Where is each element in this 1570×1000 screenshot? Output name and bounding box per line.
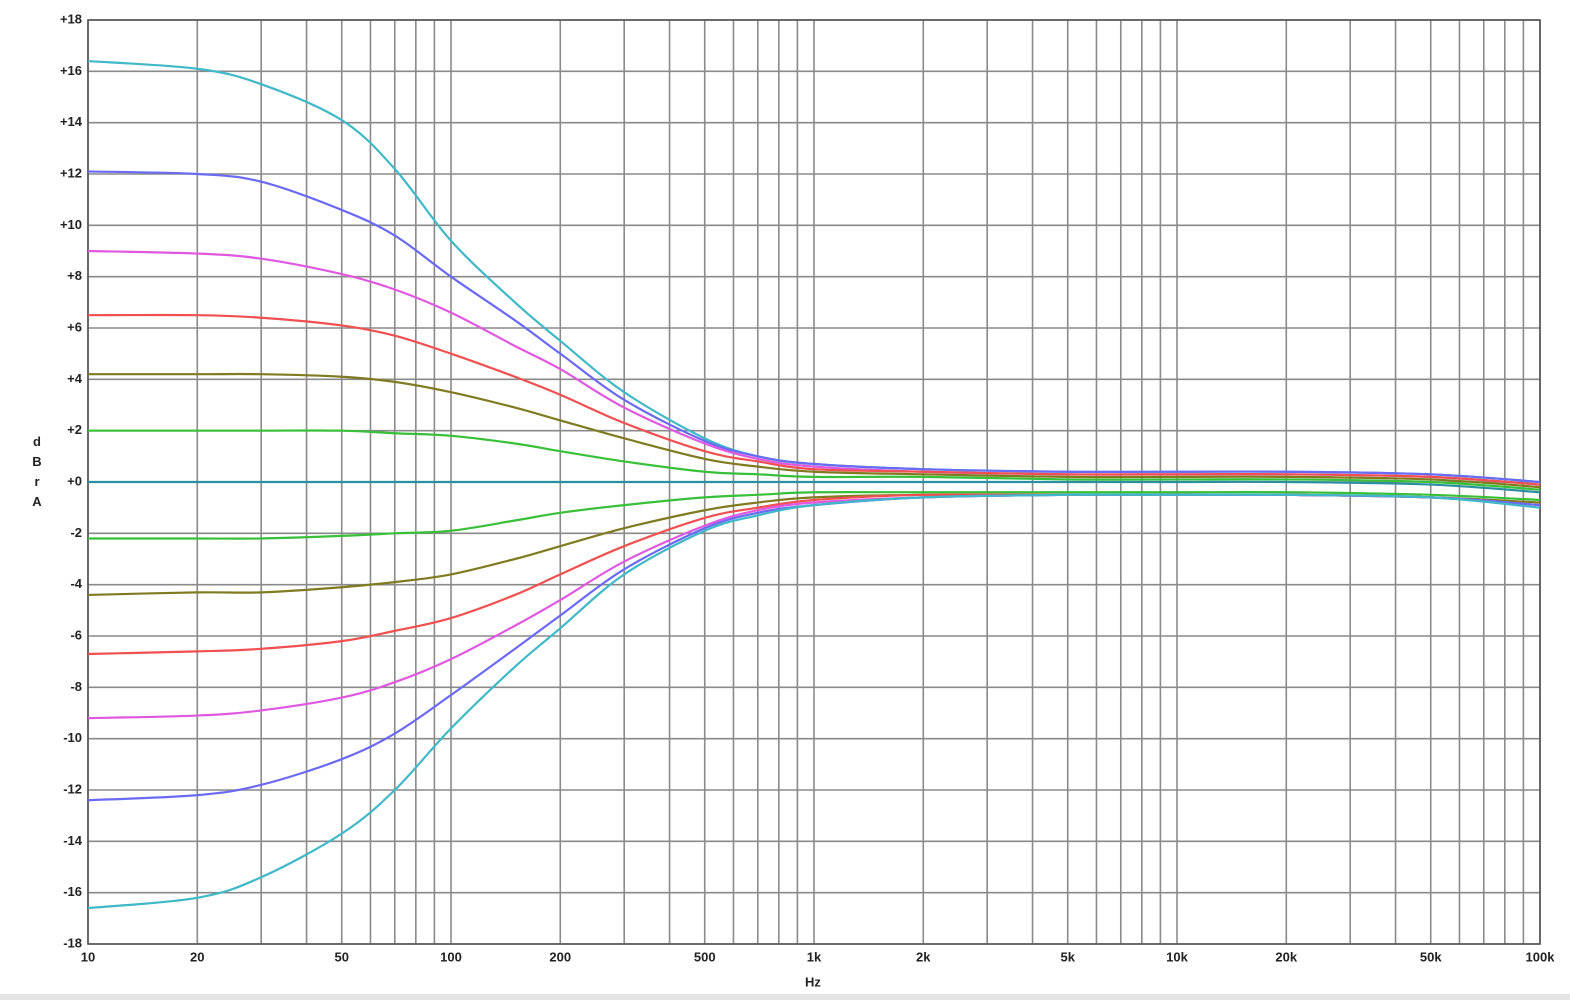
y-tick-label: +2 xyxy=(67,422,82,437)
y-tick-label: +6 xyxy=(67,319,82,334)
x-tick-label: 50 xyxy=(334,949,348,964)
x-tick-label: 500 xyxy=(694,949,716,964)
x-tick-label: 10 xyxy=(81,949,95,964)
x-tick-label: 50k xyxy=(1420,949,1442,964)
y-tick-label: +18 xyxy=(60,11,82,26)
curve xyxy=(87,490,1541,540)
curve xyxy=(87,493,1541,910)
y-tick-label: -6 xyxy=(70,627,82,642)
y-tick-label: -18 xyxy=(63,935,82,950)
curve xyxy=(88,480,1541,494)
x-tick-label: 5k xyxy=(1060,949,1075,964)
curve xyxy=(88,429,1541,491)
x-tick-label: 20k xyxy=(1275,949,1297,964)
y-tick-label: +0 xyxy=(67,473,82,488)
x-tick-label: 100 xyxy=(440,949,462,964)
curve xyxy=(88,372,1541,489)
grid xyxy=(87,19,1541,945)
y-tick-label: +8 xyxy=(67,268,82,283)
frame xyxy=(0,994,1570,1000)
y-tick-label: -14 xyxy=(63,833,83,848)
y-tick-label: -12 xyxy=(63,781,82,796)
curve xyxy=(87,313,1541,486)
x-tick-label: 10k xyxy=(1166,949,1188,964)
x-tick-label: 200 xyxy=(549,949,571,964)
y-tick-label: +12 xyxy=(60,165,82,180)
x-axis-label: Hz xyxy=(805,974,821,989)
y-tick-label: +4 xyxy=(67,371,83,386)
y-tick-label: -16 xyxy=(63,884,82,899)
labels: Hz +18 +16 +14 +12 +10 +8 +6 +4 +2 +0 -2 -4 -6 -8 -10 -… xyxy=(60,11,1555,989)
y-tick-label: -4 xyxy=(70,576,82,591)
x-tick-label: 100k xyxy=(1526,949,1556,964)
y-axis-label: dBr A xyxy=(32,434,42,509)
y-tick-label: -2 xyxy=(70,525,82,540)
x-tick-label: 1k xyxy=(807,949,822,964)
y-tick-label: -8 xyxy=(70,679,82,694)
curve xyxy=(87,170,1541,484)
y-tick-label: +14 xyxy=(60,114,83,129)
x-tick-label: 20 xyxy=(190,949,204,964)
y-tick-label: +10 xyxy=(60,217,82,232)
y-tick-label: -10 xyxy=(63,730,82,745)
x-tick-label: 2k xyxy=(916,949,931,964)
y-tick-label: +16 xyxy=(60,63,82,78)
curves xyxy=(87,59,1541,910)
